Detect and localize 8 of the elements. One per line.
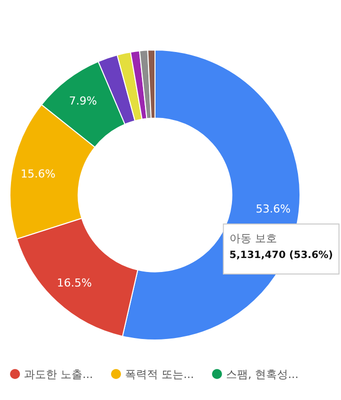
data-label: 7.9% [69, 94, 97, 108]
legend-label: 스팸, 현혹성... [226, 368, 298, 381]
tooltip: 아동 보호 5,131,470 (53.6%) [222, 224, 340, 274]
legend-label: 폭력적 또는... [125, 368, 194, 381]
data-label: 15.6% [20, 167, 56, 180]
data-label: 16.5% [56, 276, 92, 290]
legend-label: 과도한 노출... [24, 368, 93, 381]
data-label: 53.6% [256, 202, 291, 216]
